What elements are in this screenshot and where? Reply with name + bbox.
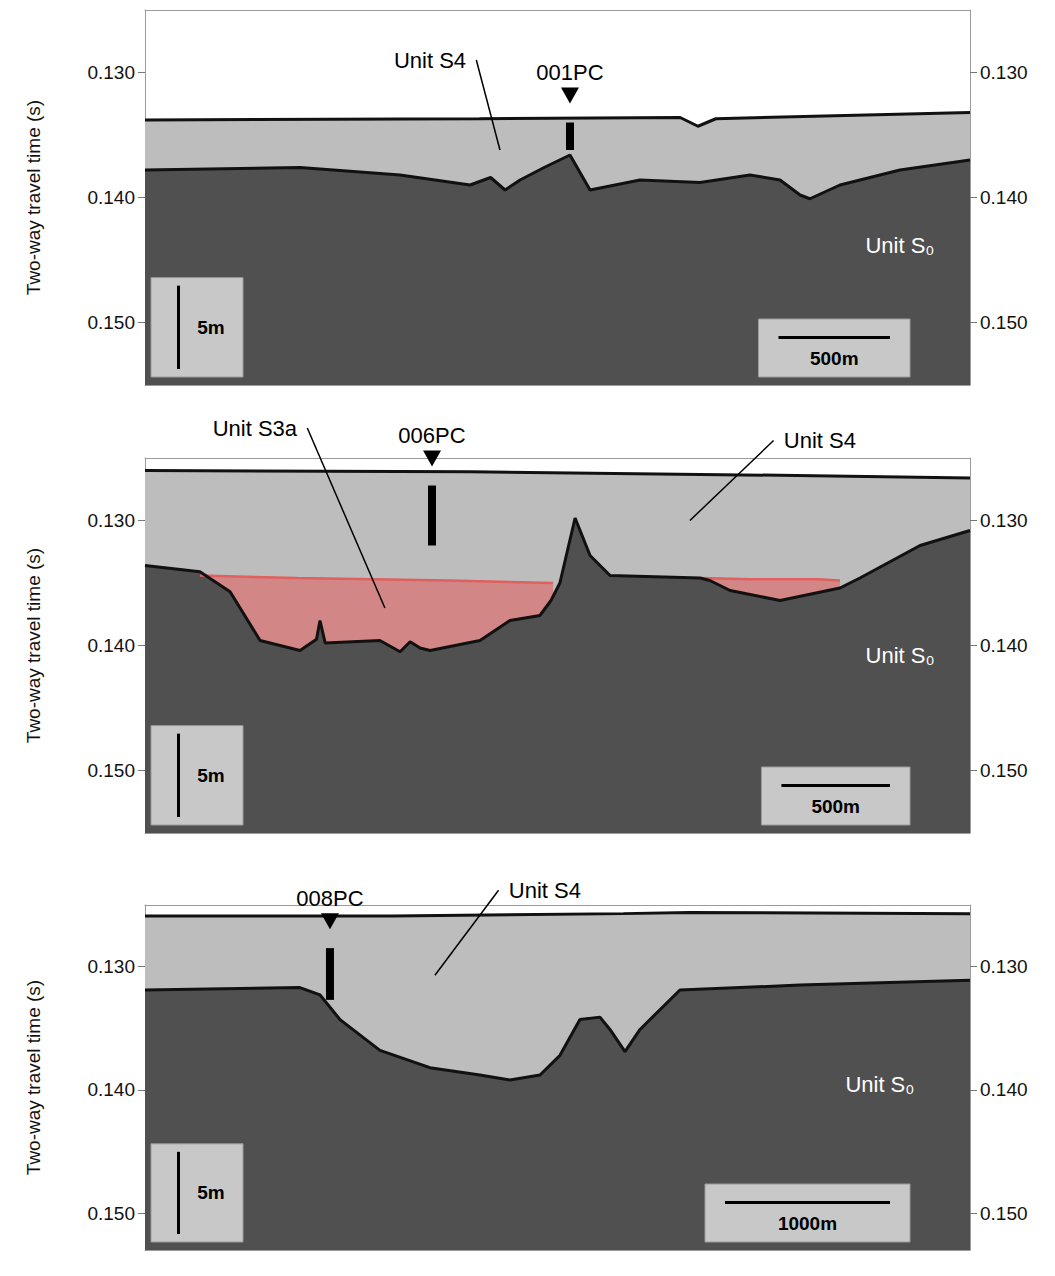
svg-text:0.130: 0.130 bbox=[980, 956, 1028, 977]
svg-text:006PC: 006PC bbox=[398, 423, 465, 448]
svg-text:0.130: 0.130 bbox=[980, 62, 1028, 83]
svg-text:0.140: 0.140 bbox=[87, 635, 135, 656]
svg-text:Unit S4: Unit S4 bbox=[509, 878, 581, 903]
svg-text:Two-way travel time (s): Two-way travel time (s) bbox=[23, 548, 44, 743]
svg-text:0.150: 0.150 bbox=[87, 1203, 135, 1224]
svg-text:0.150: 0.150 bbox=[87, 312, 135, 333]
svg-text:5m: 5m bbox=[197, 1182, 224, 1203]
svg-text:001PC: 001PC bbox=[536, 60, 603, 85]
svg-text:0.130: 0.130 bbox=[980, 510, 1028, 531]
svg-text:Unit S₀: Unit S₀ bbox=[865, 233, 934, 258]
svg-text:0.140: 0.140 bbox=[980, 187, 1028, 208]
svg-text:0.140: 0.140 bbox=[87, 1079, 135, 1100]
svg-text:008PC: 008PC bbox=[296, 886, 363, 911]
svg-text:Unit S₀: Unit S₀ bbox=[845, 1072, 914, 1097]
svg-text:Unit S4: Unit S4 bbox=[394, 48, 466, 73]
svg-text:0.150: 0.150 bbox=[980, 760, 1028, 781]
svg-text:Two-way travel time (s): Two-way travel time (s) bbox=[23, 100, 44, 295]
svg-text:0.150: 0.150 bbox=[87, 760, 135, 781]
svg-text:1000m: 1000m bbox=[778, 1213, 837, 1234]
svg-text:Unit S4: Unit S4 bbox=[784, 428, 856, 453]
svg-text:0.130: 0.130 bbox=[87, 956, 135, 977]
svg-text:Two-way travel time (s): Two-way travel time (s) bbox=[23, 980, 44, 1175]
svg-text:0.130: 0.130 bbox=[87, 62, 135, 83]
svg-text:Unit S₀: Unit S₀ bbox=[866, 643, 935, 668]
svg-text:500m: 500m bbox=[811, 796, 860, 817]
svg-text:0.150: 0.150 bbox=[980, 1203, 1028, 1224]
svg-text:5m: 5m bbox=[197, 317, 224, 338]
svg-text:5m: 5m bbox=[197, 765, 224, 786]
svg-text:0.130: 0.130 bbox=[87, 510, 135, 531]
svg-text:0.140: 0.140 bbox=[980, 635, 1028, 656]
svg-text:0.140: 0.140 bbox=[87, 187, 135, 208]
svg-text:0.140: 0.140 bbox=[980, 1079, 1028, 1100]
svg-text:Unit S3a: Unit S3a bbox=[213, 416, 298, 441]
svg-text:0.150: 0.150 bbox=[980, 312, 1028, 333]
svg-text:500m: 500m bbox=[810, 348, 859, 369]
